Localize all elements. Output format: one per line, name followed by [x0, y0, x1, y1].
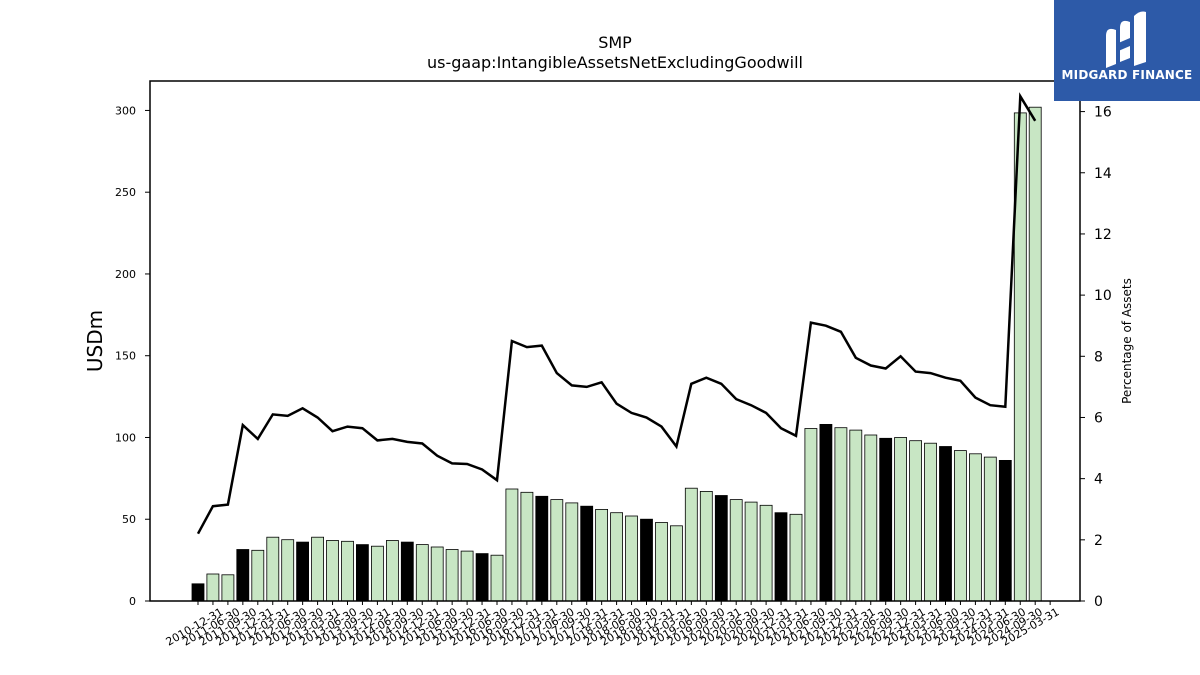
bar — [490, 554, 504, 602]
bar — [998, 459, 1012, 602]
y-tick-label: 200 — [115, 268, 136, 281]
bar — [894, 437, 907, 602]
bar — [595, 508, 608, 602]
y2-tick-label: 10 — [1094, 288, 1112, 304]
bar — [834, 427, 848, 602]
y-tick-label: 150 — [115, 350, 136, 363]
bar — [221, 574, 235, 602]
y2-tick-label: 12 — [1094, 227, 1112, 243]
plot-frame — [149, 80, 1081, 602]
bar — [520, 491, 534, 602]
bar — [655, 522, 668, 602]
bar — [819, 423, 833, 602]
bar — [281, 539, 295, 602]
logo-mark-icon — [1106, 11, 1146, 68]
y-tick-label: 250 — [115, 186, 136, 199]
bar — [954, 450, 967, 602]
bar — [206, 573, 220, 602]
x-ticks: 2010-12-312011-06-302011-09-302011-12-31… — [164, 601, 1062, 649]
y-tick-label: 100 — [115, 431, 136, 444]
y2-axis-label: Percentage of Assets — [1120, 278, 1134, 404]
bar — [714, 495, 728, 602]
bar — [804, 428, 818, 602]
y2-tick-label: 8 — [1094, 349, 1103, 365]
bar — [535, 495, 549, 602]
bar — [789, 513, 803, 602]
bar — [670, 525, 683, 602]
bar — [939, 446, 952, 602]
bar — [266, 536, 280, 602]
bars — [191, 106, 1042, 602]
bar — [341, 540, 354, 602]
y2-tick-label: 2 — [1094, 533, 1103, 549]
y-tick-label: 300 — [115, 104, 136, 117]
bar — [565, 502, 579, 602]
bar — [550, 499, 564, 602]
bar — [759, 504, 773, 602]
chart-title: SMP — [598, 33, 632, 52]
bar — [610, 512, 623, 602]
line-layer — [196, 92, 1037, 535]
y2-ticks: 0 2 4 6 8 10 12 14 16 — [1080, 105, 1112, 610]
bar — [505, 488, 519, 602]
bar — [879, 437, 893, 602]
bar — [909, 440, 922, 602]
bar — [251, 549, 265, 602]
y-ticks: 0 50 100 150 200 250 300 — [115, 104, 150, 608]
logo-text: MIDGARD FINANCE — [1061, 68, 1193, 82]
bar — [774, 512, 788, 602]
bar — [983, 456, 997, 602]
bar — [625, 515, 638, 602]
bar — [580, 505, 594, 602]
bar — [370, 545, 384, 602]
bar — [1028, 106, 1042, 602]
percentage-line — [196, 92, 1037, 535]
y2-tick-label: 14 — [1094, 166, 1112, 182]
bar — [430, 546, 444, 602]
bar — [744, 501, 758, 602]
bar — [415, 544, 429, 602]
y2-tick-label: 16 — [1094, 105, 1112, 121]
bar — [924, 442, 937, 602]
y-tick-label: 0 — [129, 595, 136, 608]
bar — [296, 541, 310, 602]
bar — [699, 490, 713, 602]
bar — [460, 550, 474, 602]
bar — [445, 549, 459, 602]
y2-tick-label: 4 — [1094, 472, 1103, 488]
y2-tick-label: 6 — [1094, 410, 1103, 426]
y2-tick-label: 0 — [1094, 594, 1103, 610]
y-axis-label: USDm — [83, 310, 107, 372]
bar — [191, 583, 205, 602]
bar — [969, 453, 982, 602]
bar — [355, 544, 369, 602]
bar — [475, 553, 489, 602]
bar — [849, 429, 863, 602]
bar — [864, 434, 878, 602]
bar — [400, 541, 414, 602]
midgard-finance-logo: MIDGARD FINANCE — [1054, 0, 1200, 101]
y-tick-label: 50 — [122, 513, 136, 526]
bar — [729, 499, 743, 602]
bar — [684, 487, 698, 602]
bar — [326, 540, 339, 602]
bar — [385, 540, 399, 602]
bar — [640, 518, 653, 602]
bar — [311, 536, 325, 602]
chart-subtitle: us-gaap:IntangibleAssetsNetExcludingGood… — [427, 53, 803, 72]
bar — [236, 549, 250, 602]
